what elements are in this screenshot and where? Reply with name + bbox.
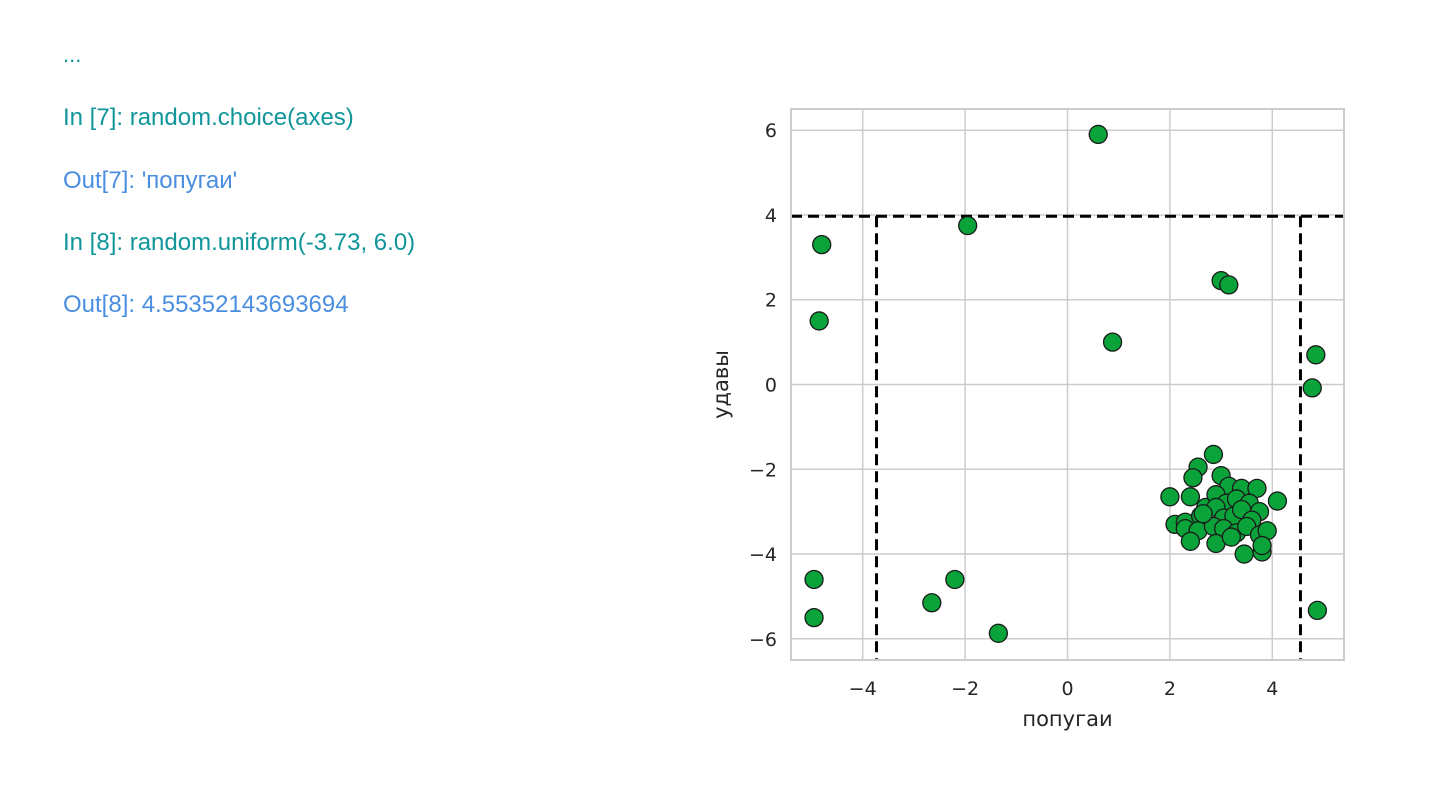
data-point	[804, 607, 824, 628]
console-input-line-7: In [7]: random.choice(axes)	[63, 104, 354, 131]
data-points	[804, 124, 1328, 643]
data-point	[958, 215, 978, 236]
y-tick-label: −6	[749, 629, 777, 651]
y-tick-label: 6	[765, 120, 777, 142]
y-tick-label: 2	[765, 290, 777, 312]
data-point	[1234, 544, 1254, 564]
data-point	[1221, 527, 1242, 547]
data-point	[1102, 332, 1123, 352]
x-axis-label: попугаи	[1022, 707, 1112, 731]
console-output-line-7: Out[7]: 'попугаи'	[63, 167, 238, 194]
y-tick-label: 4	[765, 205, 777, 227]
data-point	[1193, 504, 1213, 524]
console-ellipsis: ...	[63, 42, 82, 67]
x-tick-label: 0	[1061, 678, 1073, 700]
console-output-line-8: Out[8]: 4.55352143693694	[63, 291, 349, 318]
grid	[791, 109, 1344, 660]
data-point	[1180, 531, 1201, 551]
y-tick-label: 0	[765, 375, 777, 397]
x-tick-label: 2	[1164, 678, 1176, 700]
console-input-line-8: In [8]: random.uniform(-3.73, 6.0)	[63, 229, 416, 256]
data-point	[1307, 600, 1328, 621]
data-point	[1219, 275, 1239, 295]
y-tick-label: −4	[749, 544, 777, 566]
data-point	[1306, 345, 1326, 365]
data-point	[1252, 535, 1272, 556]
data-point	[988, 623, 1009, 643]
x-tick-label: −2	[951, 678, 979, 700]
data-point	[1302, 378, 1322, 398]
x-axis-ticks: −4 −2 0 2 4	[849, 678, 1279, 700]
data-point	[809, 311, 829, 331]
data-point	[1203, 444, 1224, 465]
data-point	[804, 569, 824, 590]
scatter-plot: −4 −2 0 2 4 −6 −4 −2 0 2 4 6 попугаи удавы	[709, 108, 1345, 731]
data-point	[945, 569, 965, 590]
data-point	[1160, 487, 1180, 507]
data-point	[1180, 487, 1201, 507]
plot-frame	[790, 108, 1345, 661]
y-tick-label: −2	[749, 459, 777, 481]
data-point	[812, 234, 832, 255]
y-axis-label: удавы	[709, 350, 733, 419]
data-point	[1088, 124, 1108, 145]
y-axis-ticks: −6 −4 −2 0 2 4 6	[749, 120, 777, 651]
data-point	[1267, 491, 1288, 511]
x-tick-label: −4	[849, 678, 877, 700]
data-point	[922, 593, 942, 613]
data-point	[1183, 468, 1203, 488]
x-tick-label: 4	[1266, 678, 1278, 700]
threshold-lines	[791, 214, 1344, 660]
